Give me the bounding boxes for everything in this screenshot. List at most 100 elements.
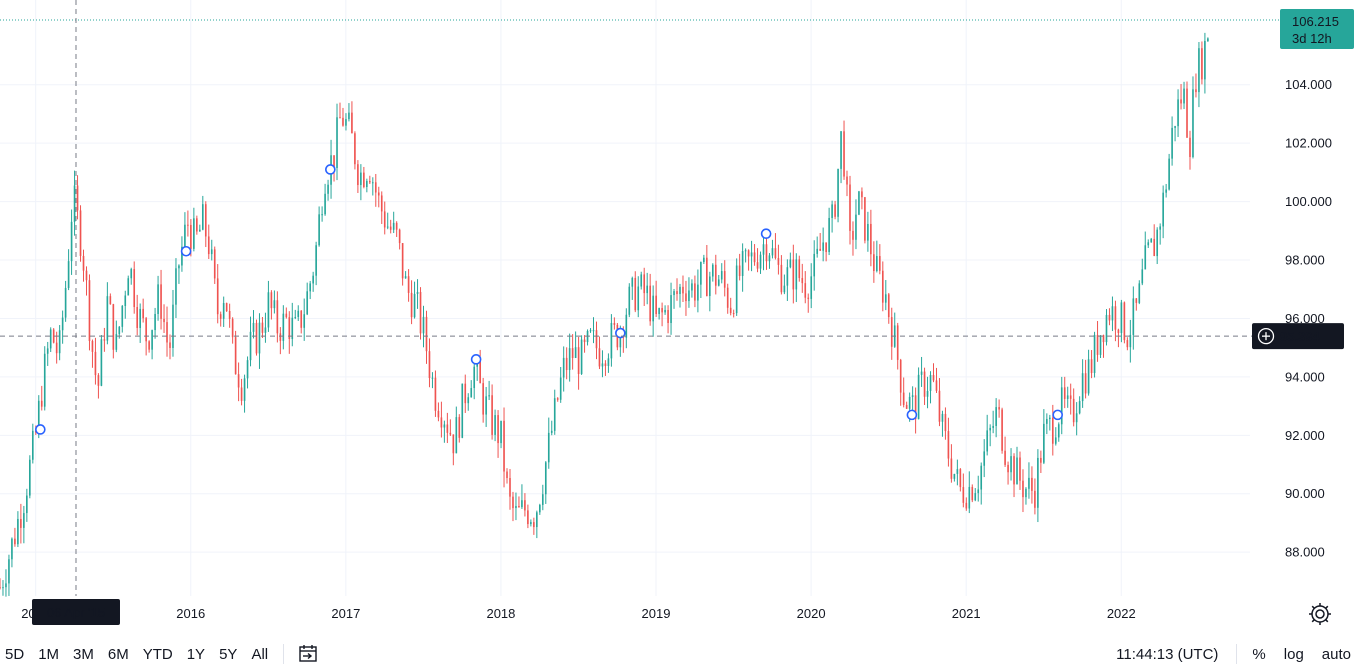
- candle-body: [929, 374, 932, 391]
- candle-body: [1126, 340, 1129, 348]
- candle-body: [46, 348, 49, 354]
- candle-body: [667, 309, 669, 324]
- candle-body: [631, 277, 634, 287]
- event-marker[interactable]: [35, 424, 46, 435]
- calendar-goto-icon[interactable]: [290, 644, 328, 664]
- candle-body: [607, 358, 610, 366]
- candle-body: [14, 538, 16, 545]
- candle-body: [1051, 417, 1054, 444]
- event-marker[interactable]: [906, 409, 918, 421]
- candle-body: [37, 400, 40, 433]
- event-marker[interactable]: [325, 164, 336, 175]
- candle-body: [1198, 48, 1200, 93]
- candle-body: [1204, 41, 1206, 80]
- range-ytd-button[interactable]: YTD: [142, 645, 173, 663]
- range-1y-button[interactable]: 1Y: [186, 645, 206, 663]
- crosshair-date-value: 06 Apr '15: [47, 605, 105, 620]
- candle-body: [619, 329, 622, 348]
- candle-body: [422, 316, 425, 334]
- range-5y-button[interactable]: 5Y: [219, 645, 238, 663]
- event-marker[interactable]: [615, 327, 626, 339]
- event-marker[interactable]: [180, 245, 192, 257]
- event-marker[interactable]: [1052, 409, 1063, 421]
- candle-body: [201, 204, 204, 230]
- candle-body: [676, 291, 678, 295]
- candle-body: [121, 306, 124, 327]
- candle-body: [461, 383, 464, 438]
- percent-scale-button[interactable]: %: [1252, 645, 1266, 663]
- candle-body: [348, 112, 350, 120]
- utc-clock[interactable]: 11:44:13 (UTC): [1116, 645, 1219, 663]
- candle-body: [503, 420, 505, 472]
- candle-body: [983, 451, 986, 466]
- event-markers[interactable]: [35, 164, 1063, 435]
- candle-body: [291, 317, 294, 340]
- candlestick-chart[interactable]: 88.000 90.000 92.000 94.000 96.000 98.000 100.…: [0, 0, 1360, 636]
- candle-body: [488, 395, 490, 397]
- candle-body: [395, 222, 398, 230]
- candle-body: [1016, 457, 1018, 485]
- price-axis[interactable]: 88.000 90.000 92.000 94.000 96.000 98.000 100.…: [1285, 77, 1332, 559]
- gear-icon[interactable]: [1306, 600, 1334, 628]
- candle-body: [521, 500, 523, 508]
- candle-body: [425, 316, 428, 352]
- candle-body: [52, 329, 55, 343]
- event-marker[interactable]: [760, 228, 772, 240]
- range-3m-button[interactable]: 3M: [73, 645, 94, 663]
- price-tick-label: 92.000: [1285, 428, 1325, 443]
- candle-body: [366, 181, 368, 187]
- candle-body: [389, 226, 392, 230]
- candle-body: [944, 413, 947, 432]
- candle-body: [64, 287, 67, 318]
- candle-body: [148, 341, 150, 350]
- candle-body: [497, 415, 499, 444]
- range-5d-button[interactable]: 5D: [5, 645, 25, 663]
- candle-body: [1174, 126, 1176, 128]
- candle-body: [1141, 269, 1144, 284]
- time-axis[interactable]: 20152016201720182019202020212022: [21, 606, 1136, 621]
- candle-body: [849, 184, 851, 231]
- candle-body: [246, 360, 249, 379]
- candle-body: [774, 248, 777, 259]
- candle-body: [920, 371, 923, 375]
- candle-body: [55, 342, 58, 354]
- plus-circle-icon[interactable]: [1257, 328, 1275, 345]
- candle-body: [473, 366, 476, 389]
- candle-body: [130, 269, 133, 279]
- candle-body: [1013, 456, 1015, 485]
- candle-body: [1084, 373, 1087, 394]
- candle-body: [565, 357, 568, 371]
- candle-body: [1162, 192, 1164, 227]
- candle-body: [524, 500, 526, 511]
- candle-body: [902, 392, 905, 405]
- last-price-value: 106.215: [1292, 14, 1339, 29]
- candle-body: [151, 330, 153, 350]
- candle-body: [428, 351, 431, 379]
- range-all-button[interactable]: All: [251, 645, 269, 663]
- candle-body: [840, 131, 842, 169]
- candle-body: [527, 510, 529, 525]
- candle-body: [11, 538, 13, 560]
- candle-body: [410, 292, 413, 318]
- candle-body: [407, 276, 410, 293]
- range-1m-button[interactable]: 1M: [38, 645, 60, 663]
- candle-body: [786, 267, 789, 286]
- candle-body: [127, 278, 130, 296]
- candle-body: [941, 413, 944, 422]
- candle-body: [670, 295, 672, 324]
- candle-body: [571, 348, 574, 358]
- candle-body: [706, 257, 708, 297]
- candle-body: [88, 280, 91, 341]
- candle-body: [908, 396, 911, 409]
- candle-body: [282, 313, 285, 341]
- range-6m-button[interactable]: 6M: [107, 645, 129, 663]
- candle-body: [67, 261, 70, 288]
- candle-body: [1031, 477, 1033, 491]
- candle-body: [938, 390, 941, 422]
- log-scale-button[interactable]: log: [1283, 645, 1304, 663]
- event-marker[interactable]: [470, 354, 482, 365]
- candle-body: [1201, 48, 1203, 80]
- candle-body: [512, 496, 514, 509]
- candle-body: [541, 494, 544, 505]
- auto-scale-button[interactable]: auto: [1321, 645, 1351, 663]
